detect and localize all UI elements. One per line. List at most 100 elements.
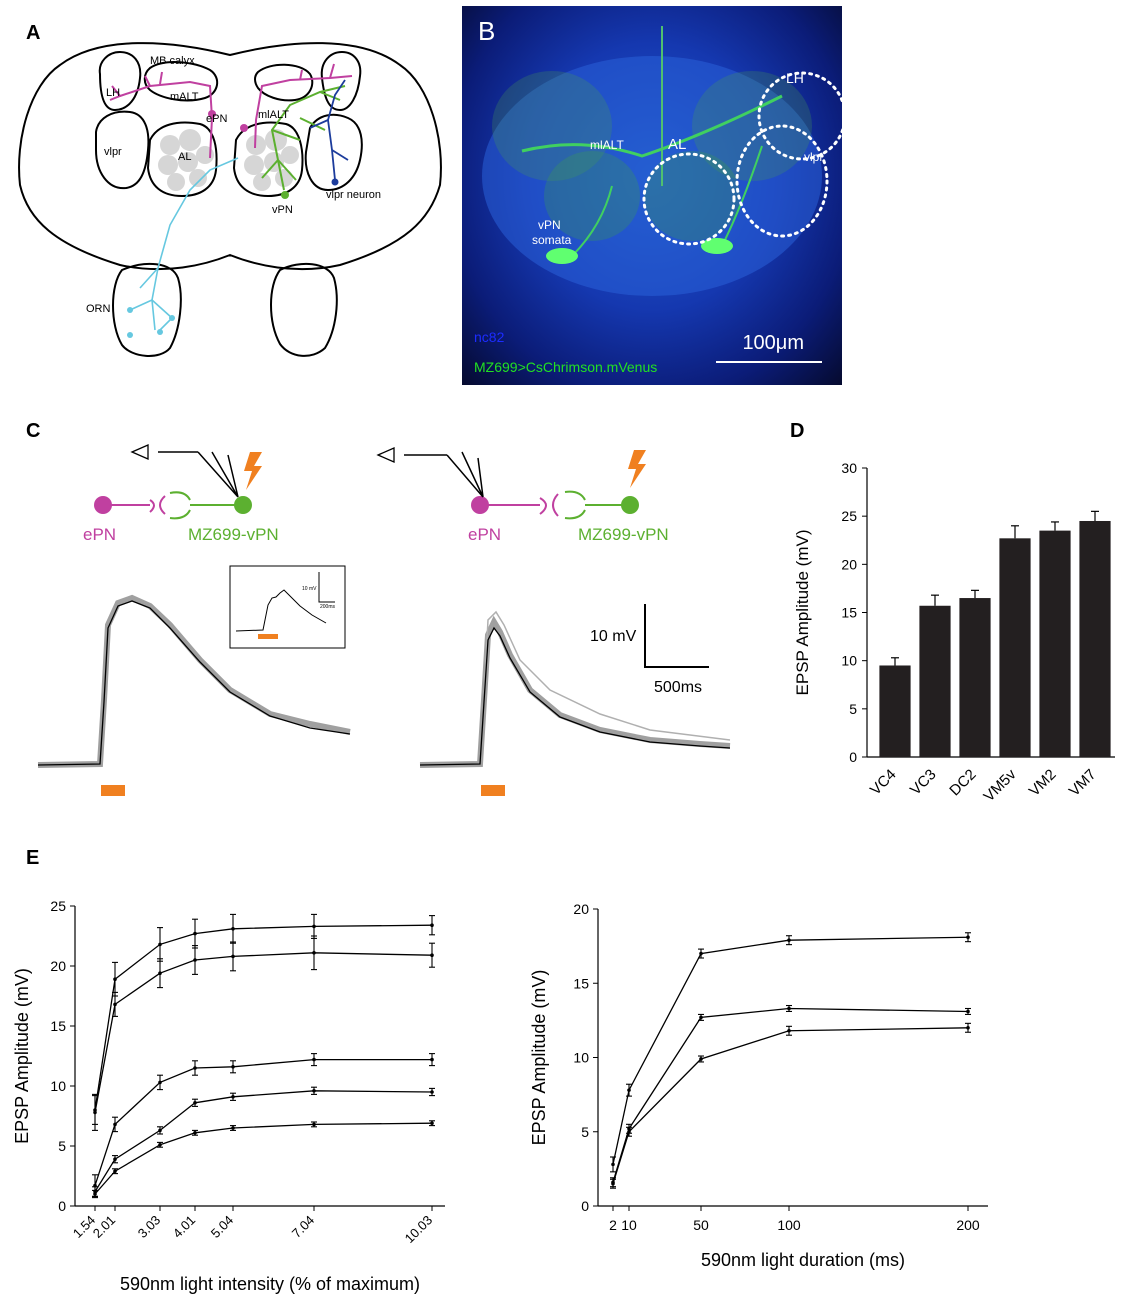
e-x-tick-label: 10 [621,1217,637,1233]
series-line [94,1122,433,1195]
confocal-micrograph: B LH mlALT AL vlpr vPN somata nc82 MZ699… [462,6,842,385]
e-y-tick-label: 15 [50,1018,66,1034]
data-point [193,1101,197,1105]
e-y-tick-label: 0 [58,1198,66,1214]
c-scale-v: 10 mV [590,628,637,645]
data-point [699,1057,703,1061]
neuropil-glow-right [692,71,812,181]
series-line [612,936,969,1165]
data-point [113,1157,117,1161]
label-vpn: vPN [272,204,293,216]
vpn-somata-left [546,248,578,264]
micro-mlalt-label: mlALT [590,138,624,152]
data-point [611,1181,615,1186]
d-y-tick-label: 5 [849,701,857,717]
lightning-icon-right [628,450,646,488]
data-point [312,951,316,955]
label-vlpr-neuron: vlpr neuron [326,189,381,201]
epn-soma-icon-right [471,496,489,514]
vpn-soma-icon [234,496,252,514]
data-point [193,1131,197,1135]
data-point [627,1129,631,1134]
d-y-tick-label: 15 [841,605,857,621]
panel-letter-e: E [26,847,40,869]
lh-right [320,50,362,112]
d-y-tick-label: 20 [841,556,857,572]
e-x-tick-label: 5.04 [208,1212,237,1241]
data-point [699,1015,703,1020]
neuropil-glow-left [492,71,612,181]
d-y-tick-label: 30 [841,460,857,476]
label-orn: ORN [86,303,111,315]
bar [1079,520,1111,757]
data-point [193,1066,197,1070]
e-x-tick-label: 200 [956,1217,980,1233]
stain-legend: nc82 [474,329,505,345]
micrograph-scale-bar [716,361,822,363]
e-x-tick-label: 3.03 [135,1212,164,1241]
data-point [312,924,316,929]
inset-scale-t: 200ms [320,604,336,610]
bar [919,605,951,757]
e-x-tick-label: 2.01 [90,1212,119,1241]
series-line [94,1058,432,1186]
e-y-axis-label: EPSP Amplitude (mV) [12,968,32,1144]
data-point [231,927,235,931]
data-point [158,1143,162,1147]
e-x-axis-label: 590nm light intensity (% of maximum) [120,1274,420,1294]
micro-lh-label: LH [786,70,804,86]
data-point [312,1089,316,1093]
e-x-tick-label: 100 [777,1217,801,1233]
d-y-tick-label: 10 [841,653,857,669]
data-point [312,1122,316,1127]
antenna-right [270,262,338,357]
e-y-tick-label: 10 [50,1078,66,1094]
panel-c-scale-bar: 10 mV 500ms [590,604,709,696]
data-point [430,953,434,957]
data-point [787,938,791,942]
lh-outline [757,71,842,161]
bar [1039,530,1071,757]
vlpr-left [95,110,150,190]
e-x-tick-label: 2 [609,1217,617,1233]
data-point [113,1002,117,1007]
label-epn: ePN [206,113,227,125]
data-point [787,1006,791,1011]
al-right-outline [232,121,304,198]
panel-c-left-traces [37,594,351,796]
label-vlpr: vlpr [104,146,122,158]
series-line [94,924,433,1111]
data-point [158,1128,162,1133]
epn-soma-right [240,124,248,132]
bar [879,665,911,757]
data-point [787,1028,791,1033]
vpn-soma [281,191,289,199]
antenna-left [112,262,182,357]
e-x-tick-label: 10.03 [402,1212,436,1246]
data-point [611,1162,615,1167]
data-point [93,1110,97,1115]
genotype-legend: MZ699>CsChrimson.mVenus [474,359,658,375]
d-category-label: VC4 [867,766,900,799]
series-line [612,1007,969,1183]
mb-calyx-right [254,63,314,102]
data-point [966,1009,970,1014]
inset-light-pulse [258,634,278,639]
panel-letter-c: C [26,420,41,442]
vlpr-outline [735,124,829,238]
c-left-vpn-label: MZ699-vPN [188,525,279,544]
e-y-tick-label: 20 [50,958,66,974]
e-y-tick-label: 20 [573,901,589,917]
data-point [193,931,197,936]
panel-c-right-traces [419,610,731,796]
data-point [430,1121,434,1125]
label-mlalt: mlALT [258,109,289,121]
al-left-outline [146,121,218,198]
bar [999,538,1031,757]
epn-soma-left [208,110,216,118]
data-point [113,977,117,981]
data-point [93,1192,97,1196]
